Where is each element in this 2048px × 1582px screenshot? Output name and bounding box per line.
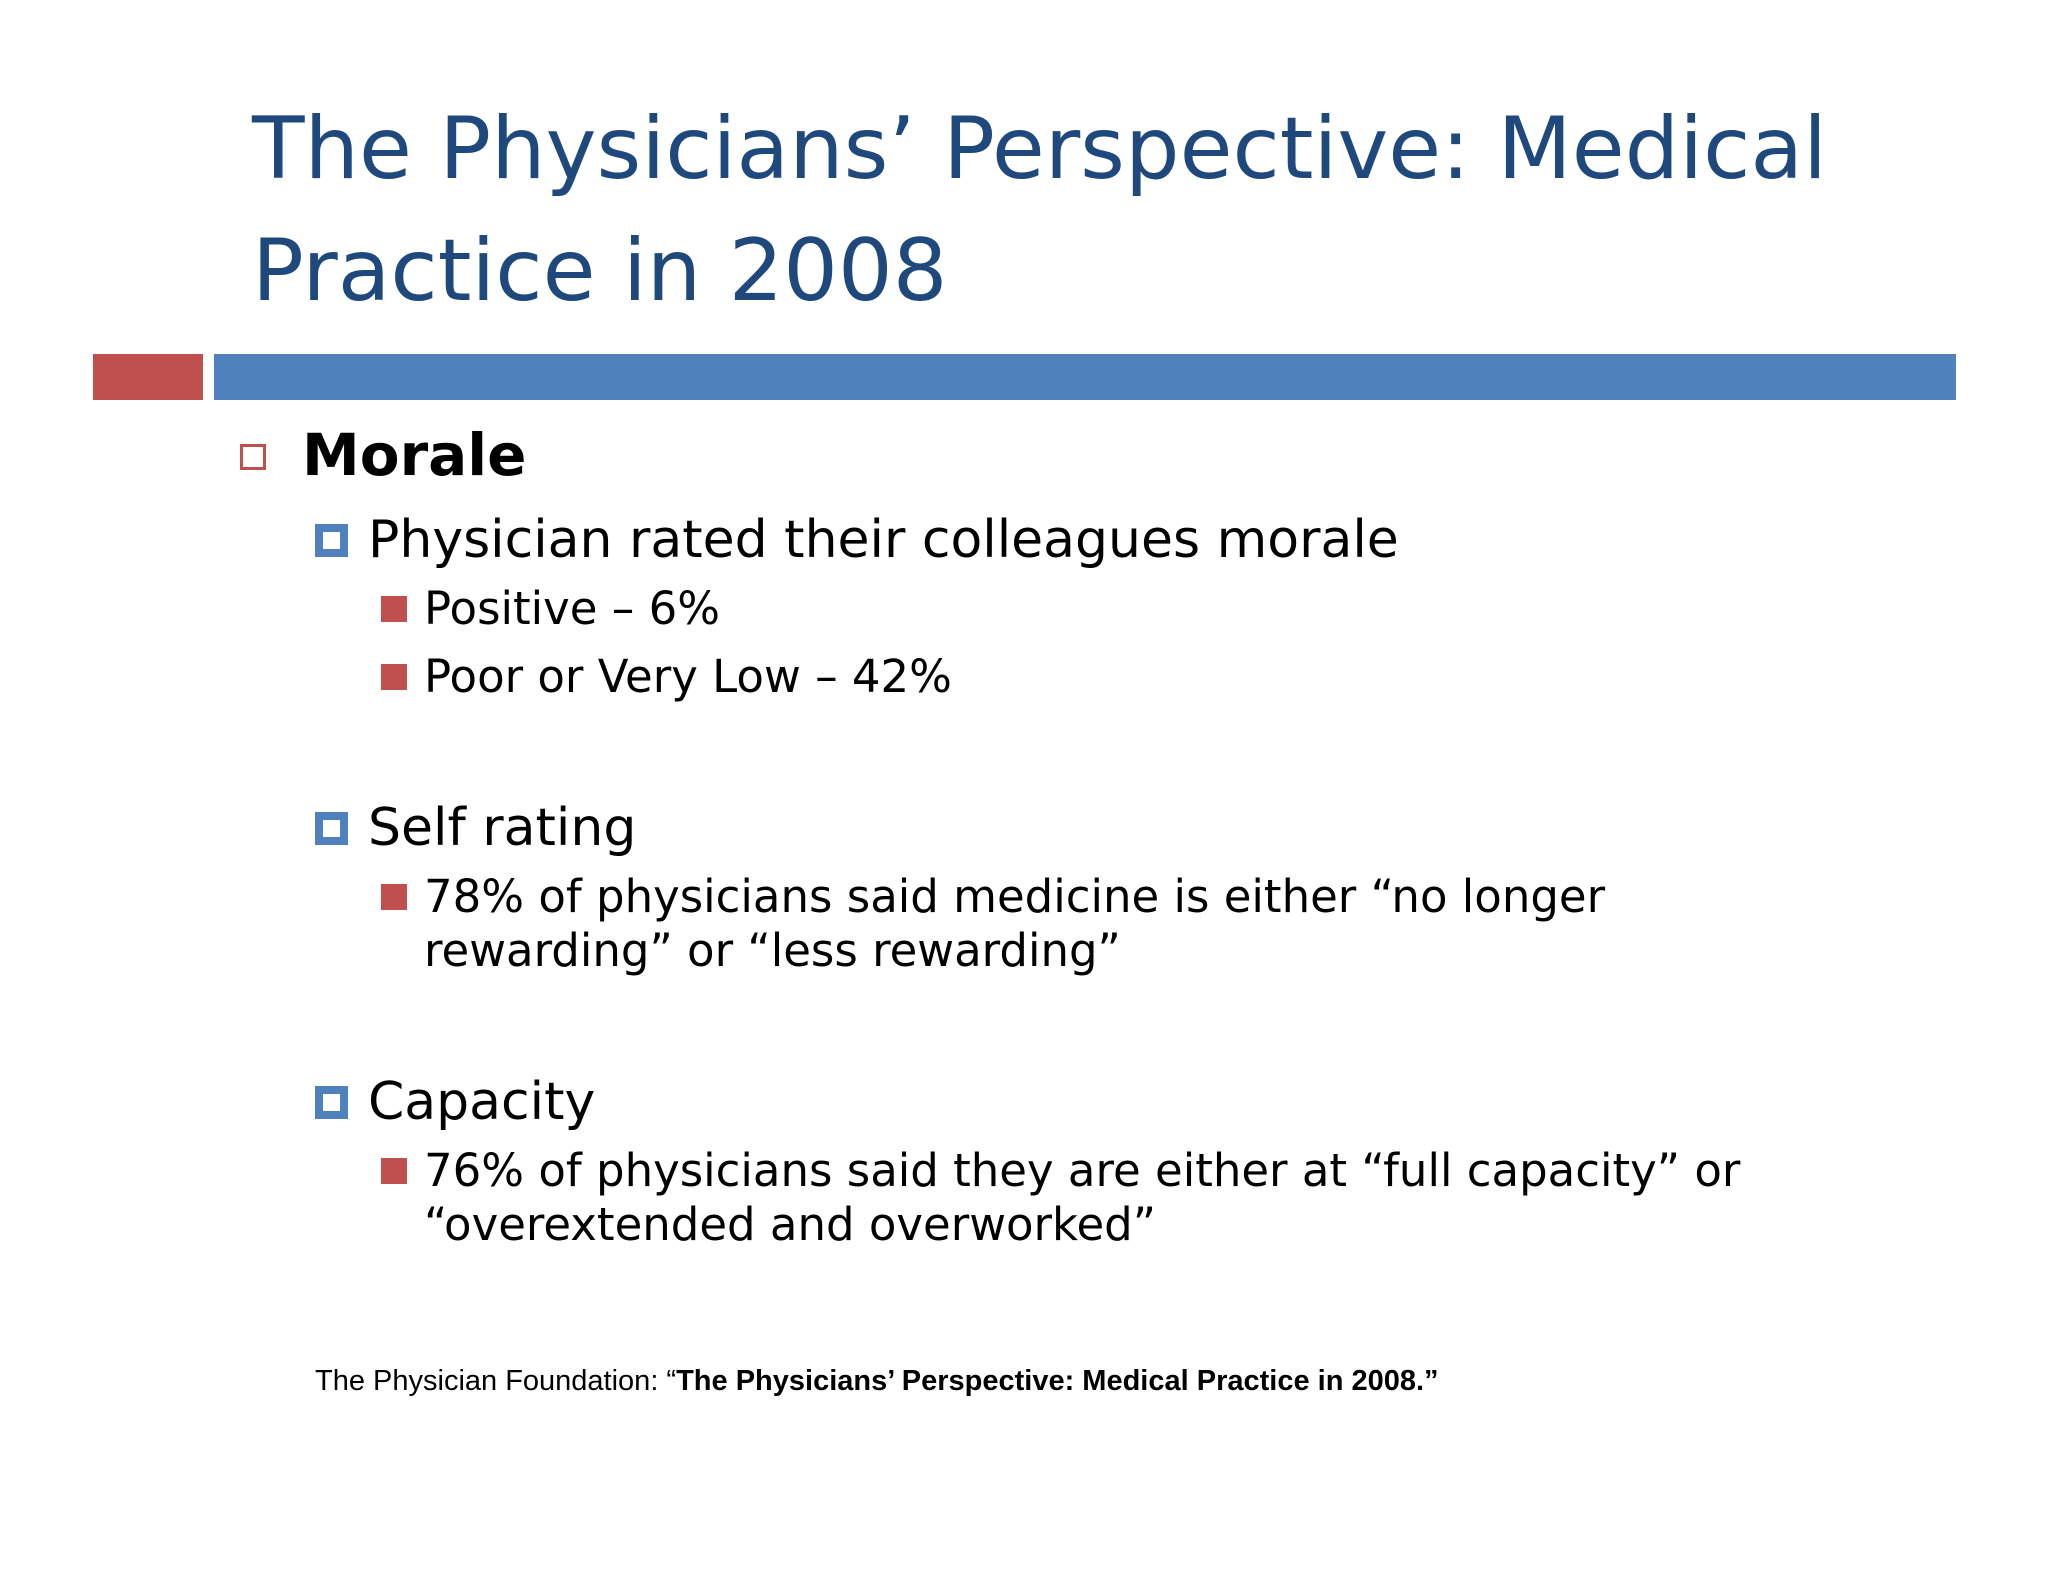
- blue-square-bullet-icon: [315, 1086, 348, 1119]
- citation-title: The Physicians’ Perspective: Medical Pra…: [676, 1365, 1439, 1397]
- colleagues-morale-label: Physician rated their colleagues morale: [368, 510, 1399, 570]
- colleagues-morale-item: Physician rated their colleagues morale: [368, 510, 1399, 570]
- list-item: Poor or Very Low – 42%: [424, 650, 952, 704]
- blue-square-bullet-icon: [315, 812, 348, 845]
- poor-morale-stat: Poor or Very Low – 42%: [424, 650, 952, 703]
- slide-title: The Physicians’ Perspective: Medical Pra…: [252, 88, 1902, 332]
- self-rating-item: Self rating: [368, 798, 636, 858]
- source-citation: The Physician Foundation: “The Physician…: [315, 1363, 1439, 1399]
- capacity-stat-line-2: “overextended and overworked”: [424, 1198, 1157, 1251]
- red-square-bullet-icon: [381, 884, 407, 910]
- list-item: 76% of physicians said they are either a…: [424, 1144, 1740, 1252]
- slide-title-line-2: Practice in 2008: [252, 221, 948, 321]
- self-rating-stat-line-2: rewarding” or “less rewarding”: [424, 924, 1121, 977]
- capacity-stat-line-1: 76% of physicians said they are either a…: [424, 1144, 1741, 1197]
- positive-morale-stat: Positive – 6%: [424, 582, 720, 635]
- slide-title-line-1: The Physicians’ Perspective: Medical: [252, 99, 1827, 199]
- capacity-label: Capacity: [368, 1072, 596, 1132]
- title-accent-bar-blue: [214, 354, 1956, 400]
- morale-heading-text: Morale: [302, 421, 527, 489]
- red-square-bullet-icon: [381, 1158, 407, 1184]
- hollow-square-bullet-icon: [240, 444, 266, 470]
- citation-source: The Physician Foundation: “: [315, 1365, 677, 1397]
- red-square-bullet-icon: [381, 664, 407, 690]
- list-item: 78% of physicians said medicine is eithe…: [424, 870, 1605, 978]
- title-accent-bar-red: [93, 354, 203, 400]
- morale-heading: Morale: [302, 422, 527, 488]
- red-square-bullet-icon: [381, 596, 407, 622]
- blue-square-bullet-icon: [315, 524, 348, 557]
- capacity-item: Capacity: [368, 1072, 595, 1132]
- self-rating-stat-line-1: 78% of physicians said medicine is eithe…: [424, 870, 1606, 923]
- self-rating-label: Self rating: [368, 798, 637, 858]
- list-item: Positive – 6%: [424, 582, 720, 636]
